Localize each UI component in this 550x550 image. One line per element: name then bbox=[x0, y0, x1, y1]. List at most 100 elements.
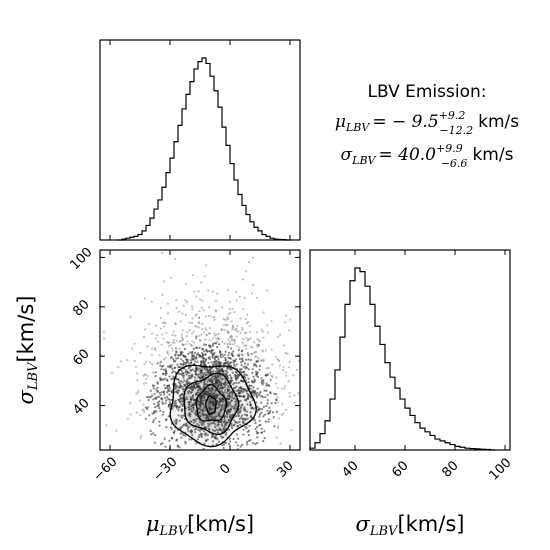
scatter-point bbox=[245, 410, 248, 413]
scatter-point bbox=[274, 401, 277, 405]
scatter-point bbox=[185, 301, 189, 304]
summary-sigma-sub: LBV bbox=[351, 154, 376, 167]
scatter-point bbox=[265, 367, 268, 370]
scatter-point bbox=[178, 347, 181, 350]
scatter-point bbox=[196, 373, 199, 376]
scatter-point bbox=[221, 424, 224, 427]
scatter-point bbox=[231, 339, 234, 342]
scatter-point bbox=[241, 403, 244, 406]
scatter-point bbox=[230, 424, 233, 428]
scatter-point bbox=[241, 414, 244, 417]
scatter-point bbox=[160, 361, 163, 364]
scatter-point bbox=[162, 410, 165, 414]
scatter-point bbox=[225, 391, 228, 394]
scatter-point bbox=[194, 324, 197, 327]
scatter-point bbox=[228, 340, 231, 343]
scatter-point bbox=[179, 382, 182, 385]
scatter-point bbox=[191, 388, 195, 391]
scatter-point bbox=[103, 337, 106, 340]
scatter-point bbox=[151, 363, 154, 366]
scatter-point bbox=[246, 339, 249, 342]
scatter-point bbox=[282, 368, 285, 371]
scatter-point bbox=[205, 439, 208, 443]
scatter-point bbox=[200, 433, 204, 436]
scatter-point bbox=[229, 336, 232, 339]
scatter-point bbox=[268, 406, 271, 409]
scatter-point bbox=[211, 440, 215, 443]
scatter-point bbox=[163, 321, 166, 324]
scatter-point bbox=[225, 323, 228, 327]
scatter-point bbox=[245, 389, 248, 392]
scatter-point bbox=[202, 407, 205, 410]
scatter-point bbox=[228, 374, 232, 377]
scatter-point bbox=[217, 379, 220, 382]
scatter-point bbox=[150, 300, 153, 303]
scatter-point bbox=[208, 327, 212, 330]
scatter-point bbox=[227, 428, 231, 431]
scatter-point bbox=[175, 299, 178, 302]
scatter-point bbox=[178, 405, 181, 408]
scatter-point bbox=[203, 442, 206, 445]
scatter-point bbox=[190, 369, 193, 372]
scatter-point bbox=[154, 348, 157, 351]
scatter-point bbox=[263, 430, 266, 433]
scatter-point bbox=[168, 439, 171, 442]
scatter-point bbox=[170, 390, 173, 393]
scatter-point bbox=[196, 438, 199, 441]
scatter-point bbox=[233, 419, 236, 422]
scatter-point bbox=[186, 340, 189, 343]
scatter-point bbox=[235, 381, 238, 384]
scatter-point bbox=[217, 401, 220, 404]
scatter-point bbox=[221, 368, 224, 371]
scatter-point bbox=[162, 364, 165, 367]
scatter-point bbox=[231, 307, 234, 311]
scatter-point bbox=[153, 402, 156, 406]
scatter-point bbox=[152, 387, 155, 390]
scatter-point bbox=[279, 333, 282, 336]
scatter-point bbox=[226, 368, 229, 371]
scatter-point bbox=[211, 416, 214, 419]
scatter-point bbox=[151, 394, 154, 397]
scatter-point bbox=[247, 368, 250, 371]
scatter-point bbox=[191, 317, 194, 320]
scatter-point bbox=[247, 338, 250, 341]
scatter-point bbox=[189, 405, 192, 408]
scatter-point bbox=[156, 396, 159, 399]
scatter-point bbox=[247, 385, 250, 388]
scatter-point bbox=[163, 358, 166, 361]
panel-joint-frame bbox=[99, 249, 301, 451]
scatter-point bbox=[245, 347, 248, 350]
scatter-point bbox=[221, 444, 224, 447]
scatter-point bbox=[230, 353, 233, 356]
scatter-point bbox=[244, 332, 247, 335]
scatter-point bbox=[180, 414, 183, 418]
x-tick-label: −60 bbox=[91, 455, 121, 485]
scatter-point bbox=[110, 371, 114, 374]
scatter-point bbox=[224, 422, 227, 425]
scatter-point bbox=[195, 357, 198, 360]
scatter-point bbox=[259, 423, 262, 427]
scatter-point bbox=[244, 317, 247, 321]
scatter-point bbox=[178, 340, 181, 343]
scatter-point bbox=[178, 310, 181, 313]
scatter-point bbox=[262, 336, 265, 339]
scatter-point bbox=[181, 338, 184, 341]
scatter-point bbox=[194, 376, 197, 379]
scatter-point bbox=[214, 423, 217, 426]
scatter-point bbox=[219, 386, 222, 389]
scatter-point bbox=[174, 347, 177, 350]
scatter-point bbox=[253, 341, 256, 344]
scatter-point bbox=[188, 321, 191, 324]
scatter-point bbox=[226, 371, 229, 374]
scatter-point bbox=[227, 313, 230, 316]
scatter-point bbox=[226, 289, 230, 292]
scatter-point bbox=[169, 343, 172, 346]
scatter-point bbox=[163, 384, 166, 387]
scatter-point bbox=[225, 372, 228, 375]
scatter-point bbox=[198, 309, 201, 313]
scatter-point bbox=[191, 403, 194, 406]
scatter-point bbox=[208, 423, 211, 426]
scatter-point bbox=[136, 372, 139, 375]
scatter-point bbox=[181, 416, 184, 419]
scatter-point bbox=[170, 356, 173, 359]
